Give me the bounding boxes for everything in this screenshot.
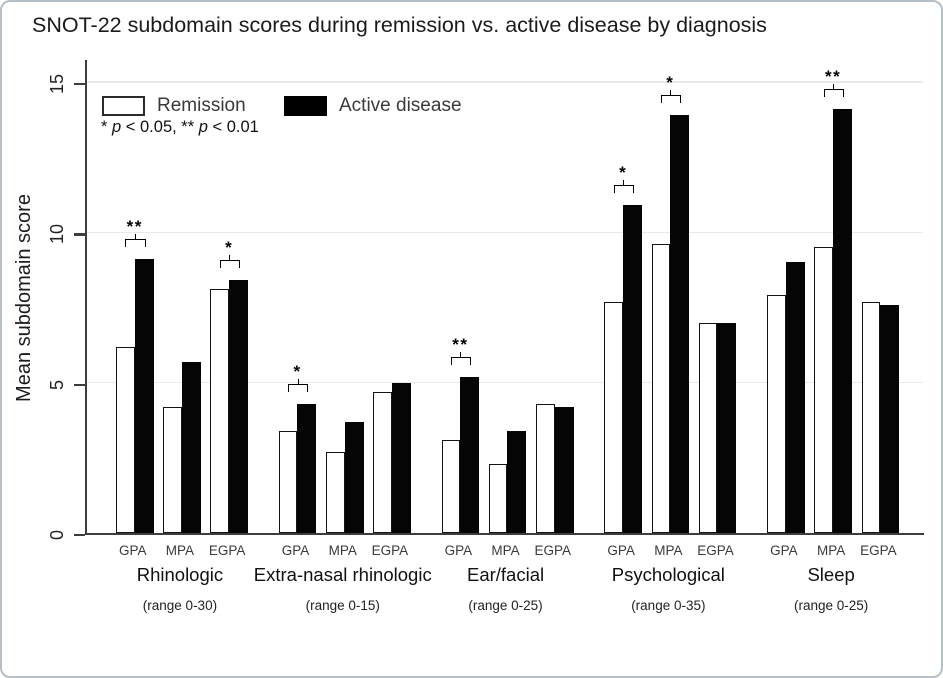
sig-bracket-mid-tick (229, 255, 231, 261)
x-tick-label: MPA (654, 543, 683, 558)
sig-bracket (125, 239, 146, 248)
bar-remission (536, 403, 555, 533)
x-tick-label: EGPA (371, 543, 409, 558)
bar-remission (441, 439, 461, 533)
sig-bracket-mid-tick (134, 234, 136, 240)
x-group-label: Extra-nasal rhinologic (253, 564, 432, 585)
gridline-y-5 (87, 381, 923, 384)
bar-active (391, 382, 411, 533)
sig-bracket (450, 356, 472, 365)
sig-stars: ** (126, 217, 143, 237)
bar-remission (651, 244, 671, 533)
y-tick-label: 0 (46, 530, 67, 541)
x-tick-label: MPA (328, 543, 357, 558)
sig-bracket (219, 260, 240, 269)
sig-bracket-mid-tick (670, 90, 672, 96)
x-group-label: Ear/facial (466, 564, 545, 585)
bar-active (717, 322, 737, 533)
x-tick-label: MPA (165, 543, 195, 558)
bar-active (785, 262, 805, 533)
sig-stars: * (225, 238, 234, 258)
bar-remission (814, 247, 833, 533)
plot-area: ** * * ** * * ** (85, 60, 924, 535)
sig-bracket (660, 95, 682, 104)
sig-stars: ** (825, 67, 842, 87)
sig-bracket-mid-tick (297, 378, 299, 384)
x-group-label: Rhinologic (136, 564, 224, 585)
gridline-y-10 (87, 231, 923, 234)
bar-active (554, 406, 574, 533)
y-axis-title: Mean subdomain score (13, 194, 35, 402)
x-range-note: (range 0-15) (305, 598, 380, 613)
bar-active (228, 280, 248, 533)
bar-remission (698, 322, 718, 533)
x-range-note: (range 0-30) (142, 598, 218, 613)
x-group-label: Sleep (807, 564, 855, 585)
x-range-note: (range 0-35) (631, 598, 706, 613)
legend-label-active: Active disease (339, 95, 462, 116)
x-tick-label: EGPA (697, 543, 734, 558)
sig-bracket-mid-tick (833, 84, 835, 90)
gridline-y-15 (87, 81, 923, 83)
y-tick-mark (74, 83, 85, 86)
bar-active (297, 403, 317, 533)
sig-bracket-mid-tick (460, 351, 462, 357)
bar-active (670, 115, 690, 533)
sig-stars: ** (452, 334, 469, 354)
bar-active (344, 421, 364, 533)
y-tick-label: 15 (46, 73, 67, 95)
sig-bracket (613, 185, 634, 194)
sig-stars: * (619, 163, 628, 183)
bar-remission (210, 289, 229, 533)
x-tick-label: GPA (281, 543, 310, 558)
bar-active (181, 361, 201, 533)
y-tick-label: 10 (46, 224, 67, 245)
y-tick-label: 5 (46, 379, 67, 390)
sig-stars: * (666, 73, 675, 93)
x-tick-label: MPA (817, 543, 846, 558)
x-tick-label: EGPA (208, 543, 246, 558)
bar-remission (488, 463, 508, 533)
y-tick-mark (74, 383, 85, 386)
bar-remission (163, 406, 182, 533)
legend-swatch-active (284, 96, 327, 116)
x-tick-label: EGPA (534, 543, 571, 558)
x-range-note: (range 0-25) (468, 598, 543, 613)
x-tick-label: MPA (491, 543, 520, 558)
x-tick-label: GPA (118, 543, 147, 558)
x-tick-label: GPA (770, 543, 798, 558)
x-group-label: Psychological (611, 564, 725, 585)
y-tick-mark (74, 233, 85, 236)
bar-remission (373, 391, 392, 533)
bar-active (134, 259, 154, 533)
legend-swatch-remission (102, 96, 145, 116)
sig-bracket (288, 383, 309, 392)
sig-bracket (823, 89, 844, 98)
x-tick-label: GPA (607, 543, 635, 558)
x-tick-label: EGPA (860, 543, 897, 558)
sig-bracket-mid-tick (623, 180, 625, 186)
y-tick-mark (74, 534, 85, 537)
x-range-note: (range 0-25) (793, 598, 869, 613)
bar-active (507, 430, 527, 533)
bar-remission (767, 295, 786, 533)
bar-active (622, 205, 642, 533)
legend-label-remission: Remission (157, 95, 246, 116)
bar-active (460, 376, 480, 533)
chart-title: SNOT-22 subdomain scores during remissio… (32, 13, 767, 37)
bar-remission (326, 451, 345, 533)
x-tick-label: GPA (444, 543, 473, 558)
bar-remission (861, 301, 881, 533)
bar-active (832, 109, 852, 533)
significance-note: * p < 0.05, ** p < 0.01 (101, 118, 259, 136)
bar-remission (116, 346, 135, 533)
bar-remission (604, 301, 623, 533)
sig-stars: * (293, 361, 302, 381)
bar-remission (278, 430, 298, 533)
bar-active (880, 304, 900, 533)
